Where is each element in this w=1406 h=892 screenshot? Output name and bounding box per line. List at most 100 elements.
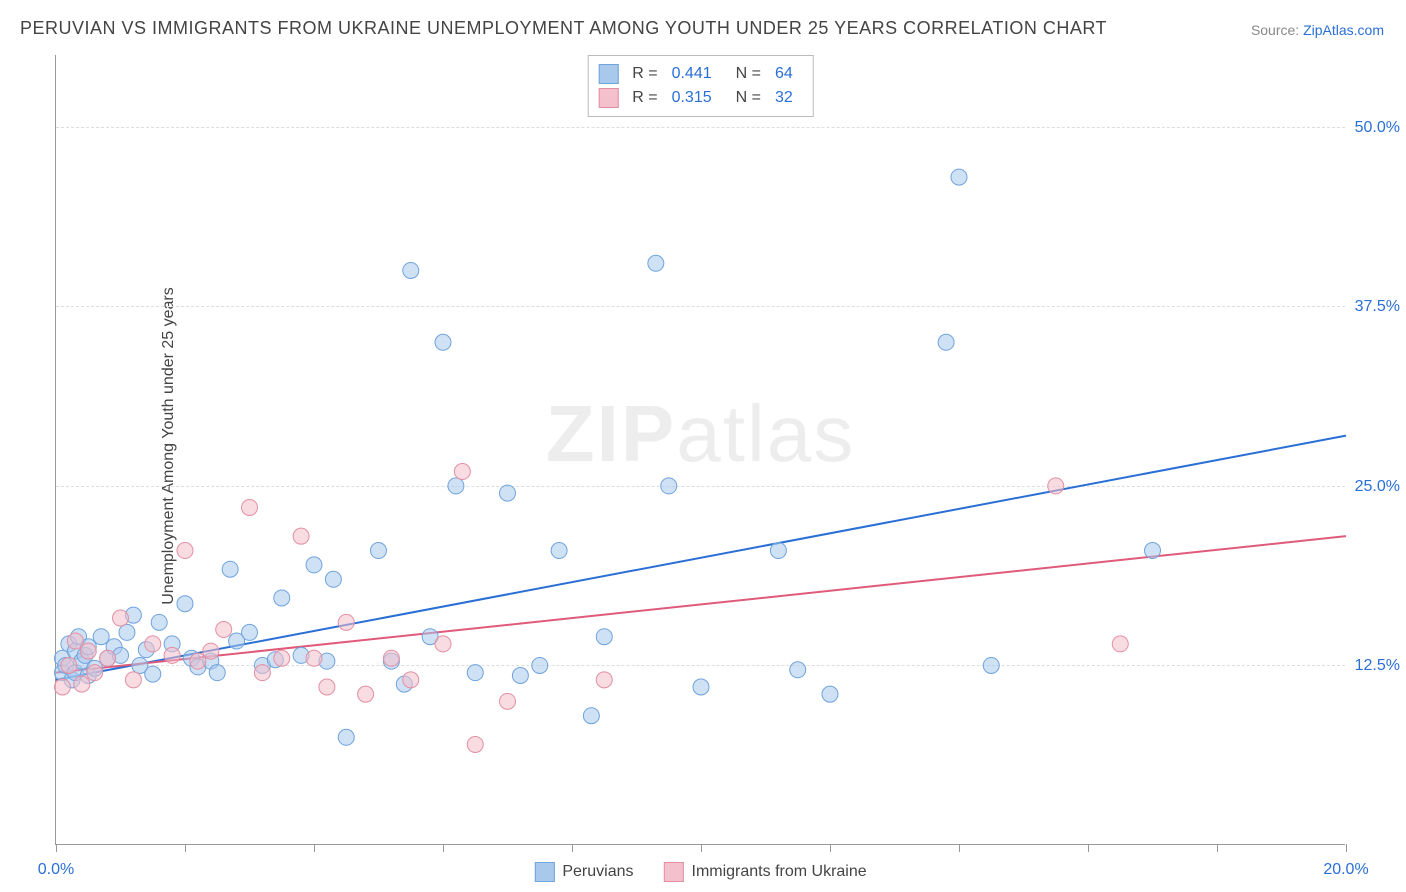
data-point (583, 708, 599, 724)
data-point (467, 665, 483, 681)
x-tick (56, 844, 57, 852)
x-tick (314, 844, 315, 852)
x-tick (830, 844, 831, 852)
data-point (383, 650, 399, 666)
data-point (306, 650, 322, 666)
data-point (274, 590, 290, 606)
data-point (983, 657, 999, 673)
data-point (1048, 478, 1064, 494)
stat-n-value: 32 (775, 89, 793, 107)
data-point (119, 624, 135, 640)
data-point (693, 679, 709, 695)
data-point (306, 557, 322, 573)
data-point (274, 650, 290, 666)
stat-n-value: 64 (775, 65, 793, 83)
data-point (1145, 543, 1161, 559)
stat-r-value: 0.315 (672, 89, 712, 107)
data-point (371, 543, 387, 559)
data-point (319, 679, 335, 695)
data-point (177, 596, 193, 612)
data-point (951, 169, 967, 185)
data-point (67, 633, 83, 649)
x-tick (959, 844, 960, 852)
data-point (100, 650, 116, 666)
data-point (403, 672, 419, 688)
data-point (93, 629, 109, 645)
data-point (80, 643, 96, 659)
data-point (467, 736, 483, 752)
x-tick (443, 844, 444, 852)
data-point (661, 478, 677, 494)
chart-container: PERUVIAN VS IMMIGRANTS FROM UKRAINE UNEM… (0, 0, 1406, 892)
data-point (325, 571, 341, 587)
x-tick (1217, 844, 1218, 852)
data-point (254, 665, 270, 681)
data-point (74, 676, 90, 692)
data-point (113, 610, 129, 626)
data-point (770, 543, 786, 559)
data-point (822, 686, 838, 702)
data-point (435, 334, 451, 350)
y-tick-label: 12.5% (1355, 657, 1400, 675)
data-point (216, 622, 232, 638)
data-point (596, 629, 612, 645)
source-label: Source: ZipAtlas.com (1251, 22, 1384, 38)
x-tick (1088, 844, 1089, 852)
y-tick-label: 50.0% (1355, 119, 1400, 137)
data-point (500, 485, 516, 501)
data-point (293, 528, 309, 544)
data-point (209, 665, 225, 681)
data-point (551, 543, 567, 559)
data-point (790, 662, 806, 678)
data-point (151, 614, 167, 630)
data-point (448, 478, 464, 494)
data-point (532, 657, 548, 673)
data-point (358, 686, 374, 702)
legend-swatch (534, 862, 554, 882)
data-point (177, 543, 193, 559)
data-point (938, 334, 954, 350)
data-point (145, 636, 161, 652)
x-tick (701, 844, 702, 852)
y-tick-label: 37.5% (1355, 298, 1400, 316)
legend-swatch (598, 64, 618, 84)
plot-area: ZIPatlas 12.5%25.0%37.5%50.0% 0.0%20.0% … (55, 55, 1345, 845)
data-point (403, 262, 419, 278)
stat-r-label: R = (632, 89, 657, 107)
data-point (435, 636, 451, 652)
data-point (512, 668, 528, 684)
scatter-plot (56, 55, 1345, 844)
data-point (125, 672, 141, 688)
data-point (596, 672, 612, 688)
data-point (61, 657, 77, 673)
legend-item: Peruvians (534, 862, 633, 882)
data-point (222, 561, 238, 577)
stat-r-value: 0.441 (672, 65, 712, 83)
legend-stat-row: R = 0.441 N = 64 (598, 62, 803, 86)
x-tick-label: 0.0% (38, 861, 74, 879)
data-point (164, 647, 180, 663)
x-tick-label: 20.0% (1323, 861, 1368, 879)
data-point (338, 729, 354, 745)
chart-title: PERUVIAN VS IMMIGRANTS FROM UKRAINE UNEM… (20, 18, 1107, 39)
data-point (190, 653, 206, 669)
legend-swatch (664, 862, 684, 882)
x-tick (185, 844, 186, 852)
data-point (648, 255, 664, 271)
legend-stat-row: R =0.315N =32 (598, 86, 803, 110)
legend-swatch (598, 88, 618, 108)
x-tick (572, 844, 573, 852)
legend-stats: R =0.441N =64R =0.315N =32 (587, 55, 814, 117)
legend-label: Immigrants from Ukraine (692, 863, 867, 881)
stat-r-label: R = (632, 65, 657, 83)
data-point (1112, 636, 1128, 652)
data-point (87, 665, 103, 681)
data-point (454, 464, 470, 480)
y-tick-label: 25.0% (1355, 478, 1400, 496)
data-point (145, 666, 161, 682)
source-link[interactable]: ZipAtlas.com (1303, 22, 1384, 38)
data-point (242, 624, 258, 640)
data-point (338, 614, 354, 630)
stat-n-label: N = (736, 65, 761, 83)
legend-item: Immigrants from Ukraine (664, 862, 867, 882)
